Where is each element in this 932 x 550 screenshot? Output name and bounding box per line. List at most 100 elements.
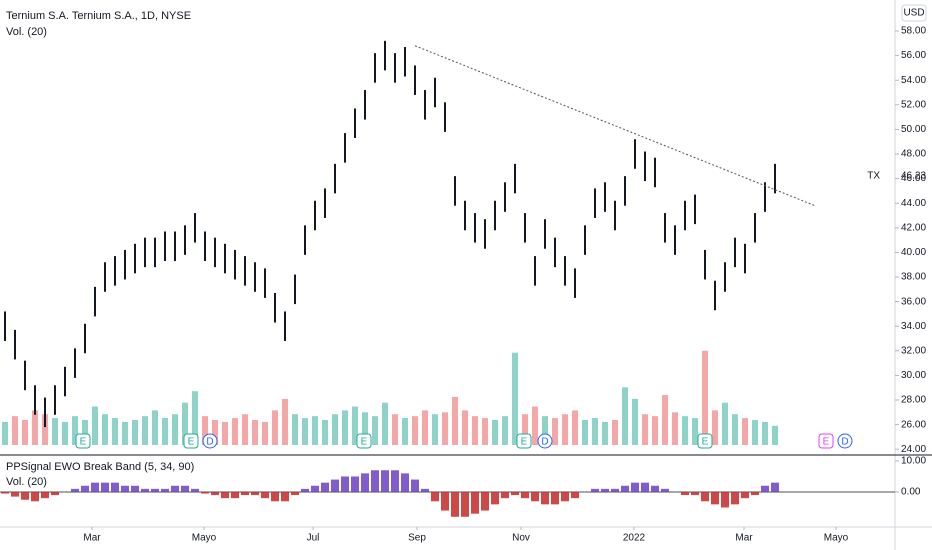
ewo-bar <box>621 485 629 492</box>
volume-bar <box>232 418 238 445</box>
x-tick-label: Mayo <box>824 533 849 544</box>
event-badge <box>818 433 834 449</box>
event-label: E <box>521 437 528 448</box>
ewo-bar <box>291 491 299 496</box>
volume-bar <box>442 412 448 445</box>
ewo-bar <box>321 482 329 492</box>
ewo-bar <box>661 488 669 492</box>
currency: USD <box>903 8 924 19</box>
volume-bar <box>62 421 68 445</box>
ewo-bar <box>521 491 529 499</box>
x-tick-label: Mar <box>735 533 753 544</box>
volume-bar <box>12 416 18 445</box>
ewo-bar <box>441 491 449 511</box>
ewo-bar <box>261 491 269 499</box>
volume-bar <box>682 416 688 445</box>
ewo-bar <box>641 482 649 492</box>
volume-bar <box>332 414 338 445</box>
volume-bar <box>532 406 538 445</box>
ewo-bar <box>171 485 179 492</box>
ewo-bar <box>471 491 479 514</box>
y-tick-label: 30.00 <box>901 370 926 381</box>
volume-bar <box>632 398 638 445</box>
volume-bar <box>52 418 58 445</box>
ewo-bar <box>361 473 369 492</box>
y-tick-label: 52.00 <box>901 99 926 110</box>
ewo-bar <box>381 470 389 492</box>
volume-bar <box>742 418 748 445</box>
ewo-bar <box>531 491 539 502</box>
ewo-bar <box>411 479 419 492</box>
ewo-volume-label: Vol. (20) <box>6 476 47 488</box>
ewo-bar <box>141 488 149 492</box>
ewo-bar <box>161 488 169 492</box>
volume-bar <box>492 420 498 445</box>
ewo-bar <box>501 491 509 499</box>
ewo-bar <box>41 491 49 499</box>
y-tick-label: 48.00 <box>901 149 926 160</box>
ewo-bar <box>401 473 409 492</box>
ewo-bar <box>31 491 39 502</box>
ewo-bar <box>431 491 439 502</box>
ewo-bar <box>71 488 79 492</box>
y-tick-label: 44.00 <box>901 198 926 209</box>
volume-bar <box>162 418 168 445</box>
event-label: D <box>206 437 213 448</box>
volume-bar <box>512 352 518 445</box>
volume-bar <box>562 414 568 445</box>
volume-bar <box>202 416 208 445</box>
volume-bar <box>392 414 398 445</box>
ewo-y-tick-label: 10.00 <box>901 456 926 467</box>
y-tick-label: 50.00 <box>901 124 926 135</box>
volume-bar <box>522 414 528 445</box>
volume-bar <box>582 420 588 445</box>
volume-bar <box>192 391 198 445</box>
ewo-bar <box>711 491 719 505</box>
ewo-bar <box>201 491 209 494</box>
event-badge <box>202 433 218 449</box>
volume-bar <box>432 414 438 445</box>
currency-box[interactable] <box>901 4 927 22</box>
volume-bar <box>312 416 318 445</box>
ewo-bar <box>691 491 699 496</box>
ewo-bar <box>211 491 219 496</box>
ewo-bar <box>331 479 339 492</box>
ewo-bar <box>701 491 709 502</box>
ewo-bar <box>51 491 59 496</box>
ewo-bar <box>601 488 609 492</box>
volume-bar <box>402 418 408 445</box>
ewo-bar <box>761 485 769 492</box>
event-label: E <box>188 437 195 448</box>
ewo-bar <box>311 485 319 492</box>
volume-bar <box>622 387 628 445</box>
ewo-bar <box>561 491 569 502</box>
chart-title: Ternium S.A. Ternium S.A., 1D, NYSE <box>6 10 191 22</box>
event-badge <box>537 433 553 449</box>
volume-bar <box>262 421 268 445</box>
volume-bar <box>412 416 418 445</box>
y-tick-label: 42.00 <box>901 222 926 233</box>
volume-bar <box>642 414 648 445</box>
ewo-bar <box>111 482 119 492</box>
ewo-bar <box>11 491 19 497</box>
y-tick-label: 36.00 <box>901 296 926 307</box>
ewo-bar <box>461 491 469 517</box>
y-tick-label: 26.00 <box>901 419 926 430</box>
y-tick-label: 34.00 <box>901 321 926 332</box>
ewo-bar <box>651 485 659 492</box>
event-badge <box>837 433 853 449</box>
ewo-bar <box>231 491 239 499</box>
volume-bar <box>732 414 738 445</box>
volume-bar <box>762 421 768 445</box>
volume-bar <box>112 418 118 445</box>
ewo-bar <box>551 491 559 505</box>
ewo-bar <box>721 491 729 508</box>
volume-bar <box>72 416 78 445</box>
event-label: D <box>841 437 848 448</box>
volume-bar <box>722 402 728 445</box>
event-badge <box>356 433 372 449</box>
volume-label: Vol. (20) <box>6 26 47 38</box>
volume-bar <box>602 421 608 445</box>
ewo-bar <box>221 491 229 499</box>
